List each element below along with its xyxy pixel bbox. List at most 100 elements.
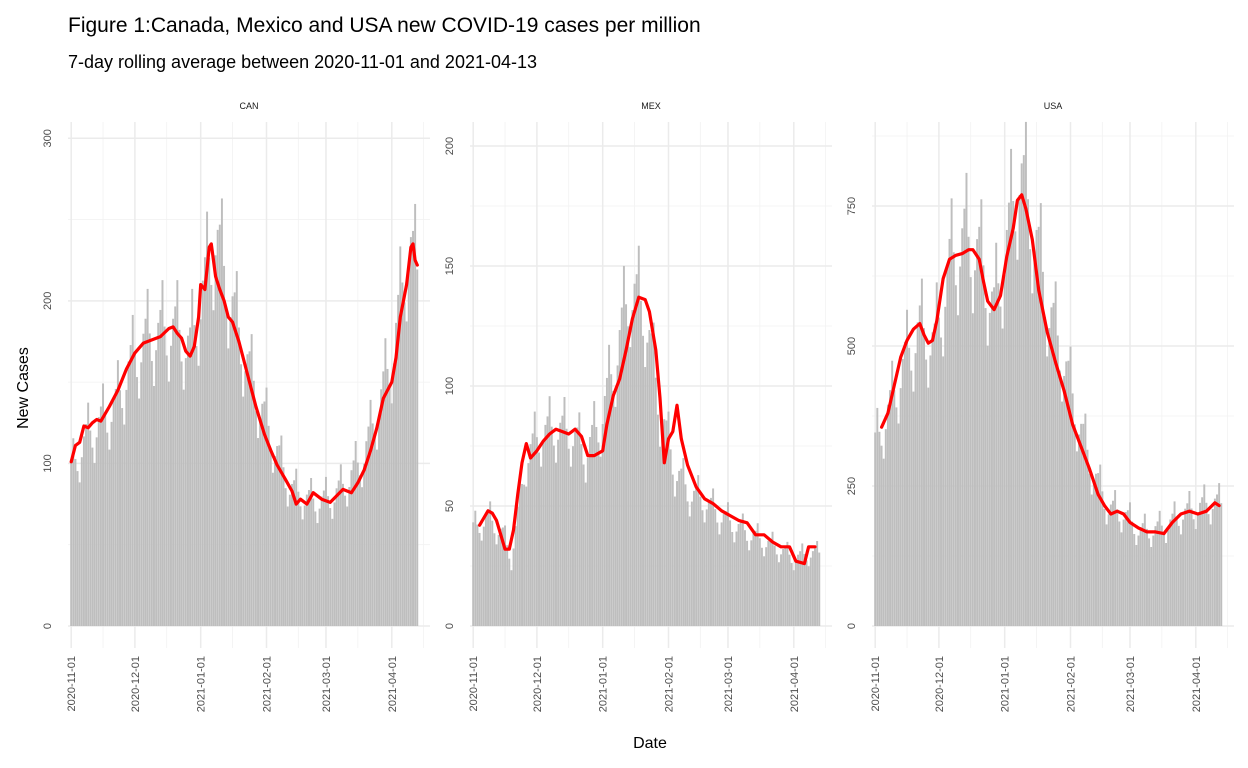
daily-bar [284,488,287,626]
daily-bar [957,315,959,626]
daily-bar [1063,375,1066,626]
daily-bar [601,424,604,626]
daily-bar [925,359,928,626]
daily-bar [282,467,285,626]
daily-bar [1182,519,1185,626]
daily-bar [358,475,361,626]
daily-bar [106,432,109,626]
daily-bar [104,413,107,626]
daily-bar [265,387,268,626]
x-tick-label: 2021-03-01 [1125,656,1137,712]
daily-bar [763,556,766,626]
daily-bar [1029,249,1032,626]
daily-bar [899,388,902,626]
daily-bar [673,496,676,626]
daily-bar [1158,510,1161,626]
daily-bar [731,532,734,626]
daily-bar [561,415,564,626]
daily-bar [961,228,964,626]
daily-bar [1120,532,1123,626]
daily-bar [510,570,513,626]
daily-bar [257,438,260,626]
daily-bar [927,387,930,626]
daily-bar [191,288,194,626]
daily-bar [648,330,651,626]
daily-bar [344,495,347,626]
daily-bar [1056,335,1059,626]
daily-bar [682,458,685,626]
daily-bar [542,442,545,626]
daily-bar [99,406,102,626]
daily-bar [758,538,761,626]
daily-bar [1114,490,1117,626]
daily-bar [612,391,615,626]
daily-bar [978,226,981,626]
daily-bar [312,498,315,626]
daily-bar [242,396,245,626]
daily-bar [80,457,83,626]
daily-bar [144,318,147,626]
daily-bar [574,432,577,626]
rolling-average-line [69,242,419,506]
daily-bar [489,501,492,626]
daily-bar [1203,484,1206,626]
daily-bar [760,547,763,626]
daily-bar [403,302,406,626]
daily-bar [1037,226,1040,626]
daily-bar [378,417,381,626]
daily-bar [114,388,117,626]
daily-bar [493,533,496,626]
daily-bar [197,365,200,626]
daily-bar [155,350,158,626]
daily-bar [610,374,613,626]
daily-bar [940,337,942,626]
daily-bar [809,557,812,626]
daily-bar [1167,530,1170,626]
daily-bar [567,448,570,626]
daily-bar [620,307,623,626]
daily-bar [644,367,647,626]
daily-bar [973,270,976,626]
y-tick-label: 250 [846,477,858,495]
daily-bar [127,361,130,626]
daily-bar [195,346,198,626]
daily-bar [680,468,683,626]
daily-bar [578,412,581,626]
daily-bar [933,323,936,626]
daily-bar [718,534,721,626]
daily-bar [959,266,962,626]
daily-bar [555,462,557,626]
daily-bar [599,456,602,626]
daily-bar [386,368,389,626]
daily-bar [676,481,678,626]
daily-bar [699,496,702,626]
daily-bar [142,333,145,626]
daily-bar [794,561,797,626]
daily-bar [112,400,115,626]
x-tick-label: 2021-01-01 [196,656,208,712]
daily-bar [231,296,234,626]
daily-bar [756,523,759,626]
daily-bar [654,377,657,626]
daily-bar [1162,534,1165,626]
daily-bar [269,450,272,626]
daily-bar [1022,155,1025,626]
daily-bar [261,403,264,626]
daily-bar [212,310,215,626]
daily-bar [593,401,596,626]
daily-bar [903,341,906,626]
daily-bar [1035,229,1038,626]
daily-bar [650,333,653,626]
daily-bar [248,351,251,626]
daily-bar [935,282,938,626]
daily-bar [1105,524,1108,626]
daily-bar [108,449,111,626]
daily-bar [125,389,128,626]
daily-bar [259,417,262,626]
daily-bar [923,328,925,626]
daily-bar [635,274,638,626]
daily-bar [580,444,583,626]
daily-bar [382,371,385,626]
daily-bar [707,500,710,626]
daily-bar [531,433,534,626]
